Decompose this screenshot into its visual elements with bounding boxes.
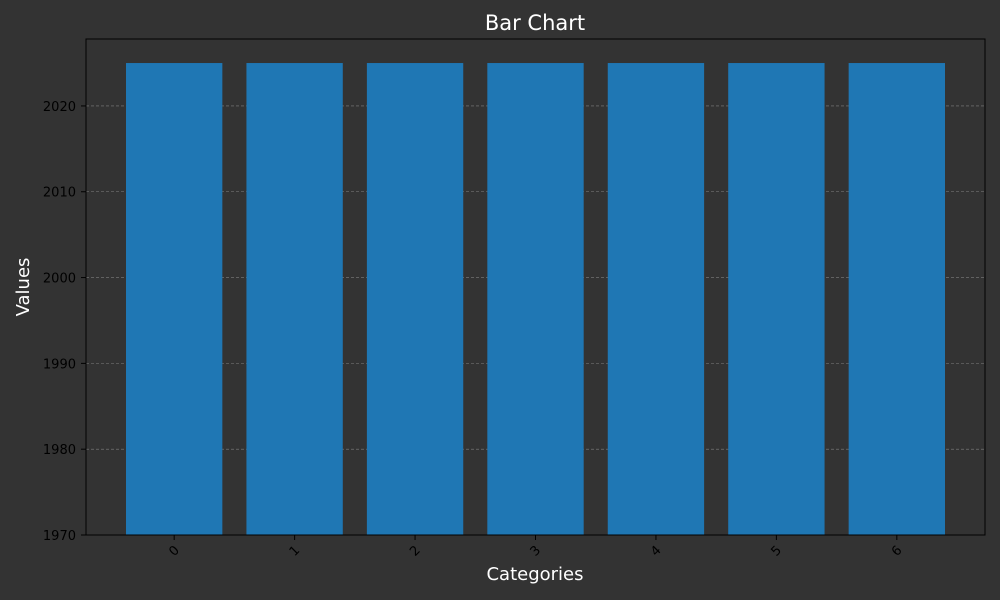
y-tick-label: 2020 (43, 100, 76, 115)
bar-5 (728, 63, 825, 536)
y-tick-label: 1990 (43, 357, 76, 372)
bar-3 (487, 63, 584, 536)
chart-title: Bar Chart (485, 11, 585, 35)
bar-4 (607, 63, 705, 536)
bar-2 (366, 63, 464, 536)
y-tick-label: 1970 (43, 529, 76, 544)
y-tick-label: 1980 (43, 443, 76, 458)
x-axis-label: Categories (486, 564, 583, 585)
bar-6 (848, 63, 945, 536)
bars (126, 63, 945, 536)
bar-0 (126, 63, 223, 536)
bar-1 (246, 63, 343, 536)
y-tick-label: 2000 (43, 272, 76, 287)
y-axis-ticks: 1970 1980 1990 2000 2010 2020 (43, 100, 86, 544)
y-tick-label: 2010 (43, 186, 76, 201)
y-axis-label: Values (13, 258, 34, 317)
